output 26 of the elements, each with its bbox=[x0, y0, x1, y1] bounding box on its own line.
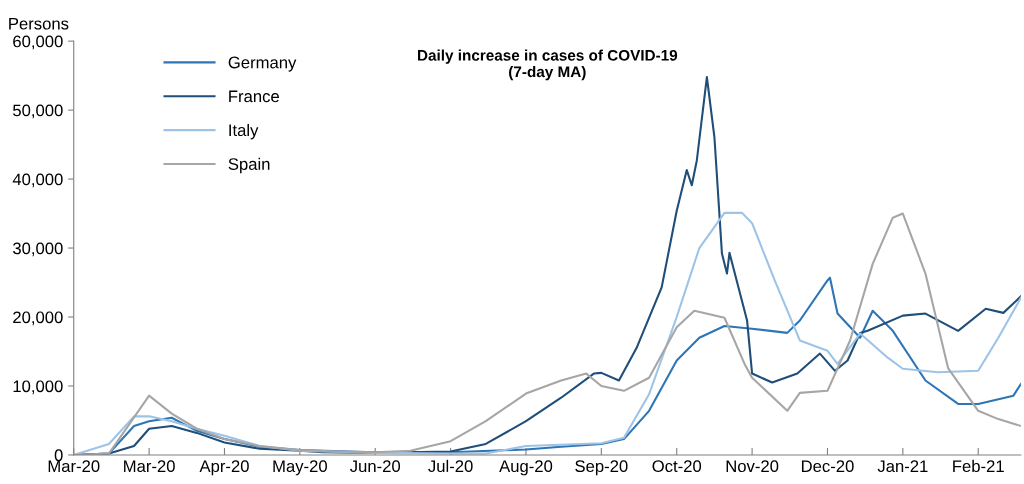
x-tick-label: Dec-20 bbox=[801, 460, 854, 473]
x-tick-label: Oct-20 bbox=[652, 460, 702, 473]
legend-label: Spain bbox=[228, 157, 270, 174]
x-tick-label: Jun-20 bbox=[350, 460, 401, 473]
x-tick-label: Feb-21 bbox=[953, 459, 1004, 473]
text: Daily increase in cases of COVID-19 (7-day MA) bbox=[418, 49, 678, 81]
y-tick-label: 40,000 bbox=[12, 173, 63, 188]
y-tick-label: 10,000 bbox=[13, 380, 63, 395]
x-tick-label: Apr-20 bbox=[199, 460, 249, 476]
y-tick-label: 60,000 bbox=[13, 35, 63, 50]
x-tick-label: Jul-20 bbox=[428, 459, 473, 473]
x-tick-label: Mar-20 bbox=[124, 460, 175, 473]
y-tick-label: 30,000 bbox=[12, 242, 63, 257]
x-tick-label: Nov-20 bbox=[726, 460, 779, 473]
legend-label: Italy bbox=[229, 123, 259, 140]
x-tick-label: Aug-20 bbox=[499, 460, 553, 476]
y-tick-label: 50,000 bbox=[13, 104, 63, 119]
y-tick-label: 20,000 bbox=[13, 311, 63, 326]
legend-label: Germany bbox=[228, 56, 297, 72]
y-tick-label: 0 bbox=[54, 449, 63, 462]
x-tick-label: May-20 bbox=[273, 460, 327, 476]
x-tick-label: Mar-20 bbox=[48, 460, 100, 473]
x-tick-label: Jan-21 bbox=[877, 460, 928, 473]
y-axis-title: Persons bbox=[9, 17, 69, 30]
x-tick-label: Sep-20 bbox=[575, 460, 628, 476]
legend-label: France bbox=[229, 90, 279, 103]
